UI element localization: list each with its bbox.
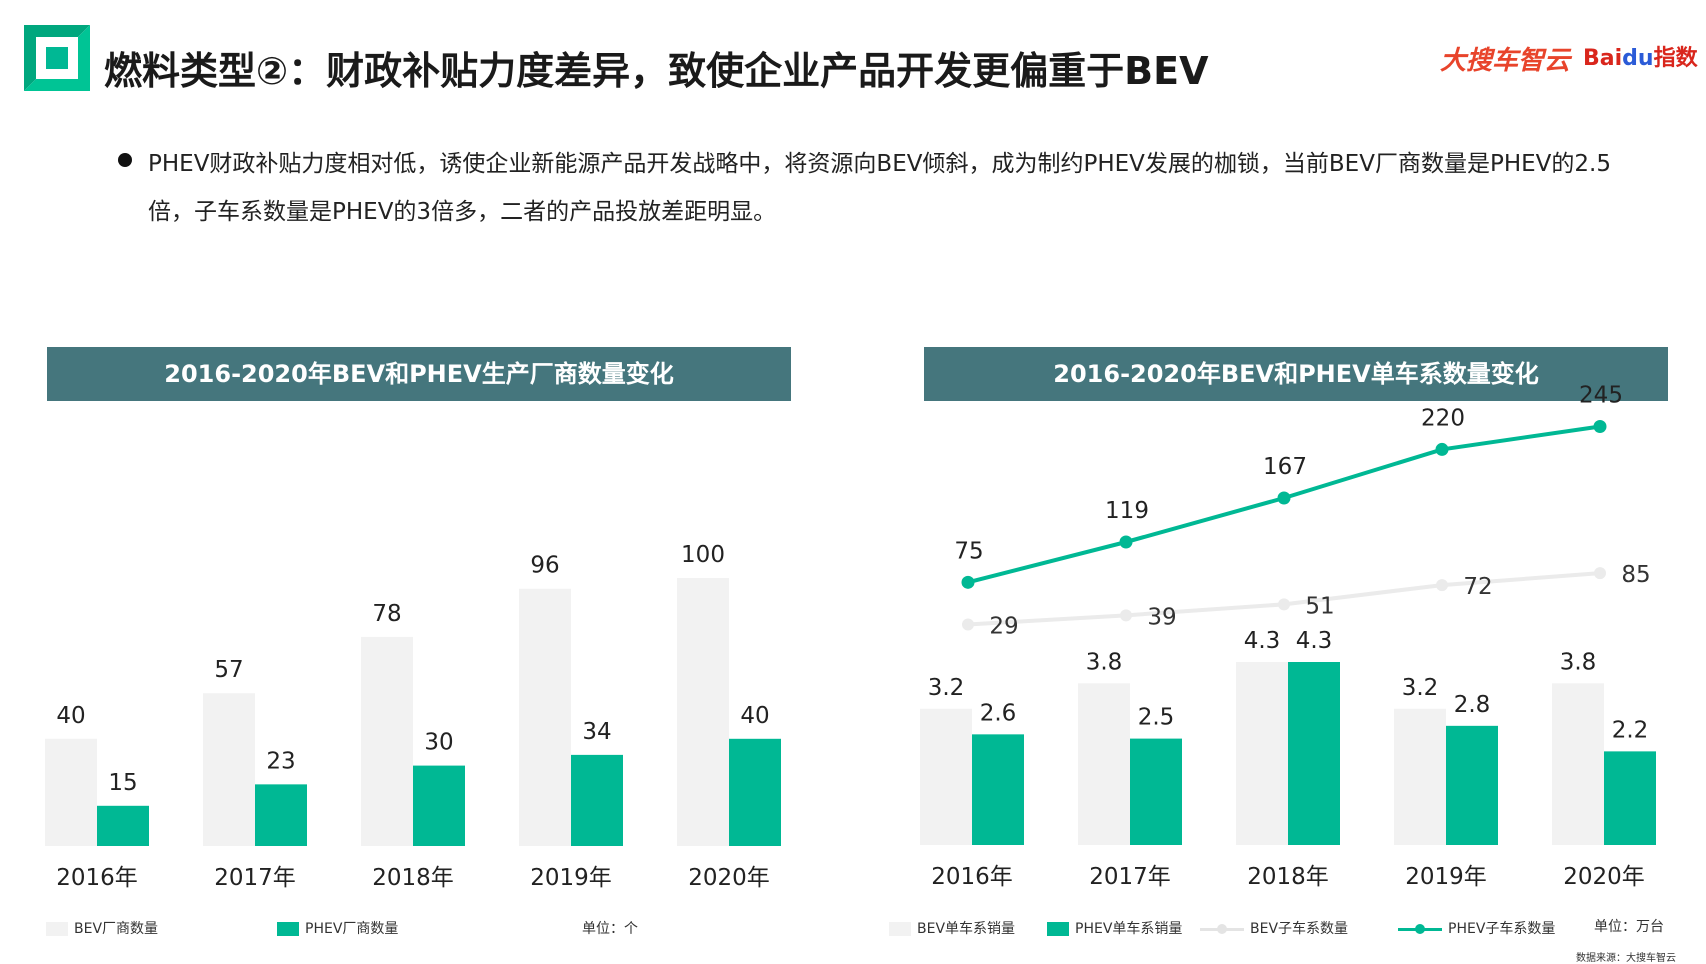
data-label: 39 bbox=[1147, 604, 1176, 630]
x-tick-label: 2020年 bbox=[1563, 864, 1645, 890]
point-bev-subseries bbox=[1594, 567, 1606, 580]
logo-mark-icon bbox=[24, 25, 90, 91]
brand-logo-sohu: 大搜车智云 bbox=[1440, 46, 1571, 76]
bar-phev-sales bbox=[1604, 751, 1656, 845]
unit-label-left: 单位：个 bbox=[582, 921, 638, 937]
x-tick-label: 2018年 bbox=[1247, 864, 1329, 890]
bullet-dot-icon bbox=[118, 153, 132, 167]
data-label: 75 bbox=[954, 538, 983, 564]
point-bev-subseries bbox=[1436, 579, 1448, 592]
x-tick-label: 2020年 bbox=[688, 865, 770, 891]
bar-bev-makers bbox=[361, 636, 413, 846]
data-label: 34 bbox=[582, 719, 611, 745]
data-label: 29 bbox=[989, 614, 1018, 640]
bar-bev-sales bbox=[920, 708, 972, 845]
x-tick-label: 2017年 bbox=[214, 865, 296, 891]
bar-phev-makers bbox=[729, 738, 781, 846]
page-title: 燃料类型②：财政补贴力度差异，致使企业产品开发更偏重于BEV bbox=[104, 49, 1209, 93]
bar-bev-sales bbox=[1394, 708, 1446, 845]
bar-phev-makers bbox=[413, 765, 465, 846]
legend-bev-sales: BEV单车系销量 bbox=[889, 918, 1015, 942]
data-source: 数据来源：大搜车智云 bbox=[1576, 953, 1676, 964]
data-label: 3.2 bbox=[928, 675, 965, 701]
point-phev-subseries bbox=[1593, 420, 1607, 433]
data-label: 15 bbox=[108, 770, 137, 796]
bar-bev-makers bbox=[519, 588, 571, 846]
x-tick-label: 2019年 bbox=[1405, 864, 1487, 890]
chart1-title: 2016-2020年BEV和PHEV生产厂商数量变化 bbox=[47, 347, 791, 401]
x-tick-label: 2016年 bbox=[56, 865, 138, 891]
legend-swatch bbox=[889, 922, 911, 936]
data-label: 2.8 bbox=[1454, 692, 1491, 718]
data-label: 30 bbox=[424, 730, 453, 756]
legend-swatch bbox=[46, 922, 68, 936]
data-label: 4.3 bbox=[1244, 628, 1281, 654]
point-phev-subseries bbox=[1435, 442, 1449, 456]
data-label: 119 bbox=[1105, 498, 1149, 524]
data-label: 3.8 bbox=[1560, 649, 1597, 675]
data-label: 245 bbox=[1579, 383, 1623, 409]
bar-bev-makers bbox=[677, 578, 729, 846]
bar-bev-sales bbox=[1552, 683, 1604, 845]
x-tick-label: 2017年 bbox=[1089, 864, 1171, 890]
legend-bev-subseries: BEV子车系数量 bbox=[1200, 918, 1348, 942]
data-label: 167 bbox=[1263, 454, 1307, 480]
legend-phev-subseries: PHEV子车系数量 bbox=[1398, 918, 1555, 942]
data-label: 4.3 bbox=[1296, 628, 1333, 654]
data-label: 51 bbox=[1305, 593, 1334, 619]
legend-bev-makers: BEV厂商数量 bbox=[46, 918, 158, 942]
bar-bev-makers bbox=[45, 738, 97, 846]
data-label: 3.8 bbox=[1086, 649, 1123, 675]
point-bev-subseries bbox=[1120, 609, 1132, 622]
data-label: 2.5 bbox=[1138, 705, 1175, 731]
legend-line-icon bbox=[1200, 922, 1244, 936]
bar-phev-makers bbox=[571, 754, 623, 846]
x-tick-label: 2018年 bbox=[372, 865, 454, 891]
bar-bev-sales bbox=[1078, 683, 1130, 845]
data-label: 2.6 bbox=[980, 700, 1017, 726]
bar-phev-sales bbox=[1446, 725, 1498, 845]
x-tick-label: 2016年 bbox=[931, 864, 1013, 890]
bar-bev-sales bbox=[1236, 662, 1288, 845]
data-label: 72 bbox=[1463, 574, 1492, 600]
bar-phev-sales bbox=[1288, 662, 1340, 845]
bar-phev-makers bbox=[255, 784, 307, 846]
brand-logo-baidu: Baidu指数 bbox=[1583, 46, 1698, 71]
data-label: 57 bbox=[214, 657, 243, 683]
point-phev-subseries bbox=[1277, 491, 1291, 505]
bar-bev-makers bbox=[203, 693, 255, 846]
bar-phev-makers bbox=[97, 805, 149, 846]
data-label: 100 bbox=[681, 542, 725, 568]
data-label: 96 bbox=[530, 553, 559, 579]
chart2-title: 2016-2020年BEV和PHEV单车系数量变化 bbox=[924, 347, 1668, 401]
legend-phev-makers: PHEV厂商数量 bbox=[277, 918, 398, 942]
legend-phev-sales: PHEV单车系销量 bbox=[1047, 918, 1182, 942]
point-bev-subseries bbox=[962, 618, 974, 631]
bullet-point: PHEV财政补贴力度相对低，诱使企业新能源产品开发战略中，将资源向BEV倾斜，成… bbox=[118, 140, 1618, 236]
bar-phev-sales bbox=[1130, 738, 1182, 845]
data-label: 23 bbox=[266, 748, 295, 774]
data-label: 78 bbox=[372, 601, 401, 627]
data-label: 2.2 bbox=[1612, 717, 1649, 743]
unit-label-right: 单位：万台 bbox=[1594, 919, 1664, 935]
x-tick-label: 2019年 bbox=[530, 865, 612, 891]
data-label: 220 bbox=[1421, 405, 1465, 431]
legend-line-icon bbox=[1398, 922, 1442, 936]
data-label: 85 bbox=[1621, 562, 1650, 588]
point-bev-subseries bbox=[1278, 598, 1290, 611]
bullet-text: PHEV财政补贴力度相对低，诱使企业新能源产品开发战略中，将资源向BEV倾斜，成… bbox=[148, 151, 1611, 225]
data-label: 40 bbox=[740, 703, 769, 729]
legend-swatch bbox=[1047, 922, 1069, 936]
bar-phev-sales bbox=[972, 734, 1024, 845]
data-label: 40 bbox=[56, 703, 85, 729]
point-phev-subseries bbox=[1119, 535, 1133, 549]
legend-swatch bbox=[277, 922, 299, 936]
point-phev-subseries bbox=[961, 575, 975, 589]
data-label: 3.2 bbox=[1402, 675, 1439, 701]
